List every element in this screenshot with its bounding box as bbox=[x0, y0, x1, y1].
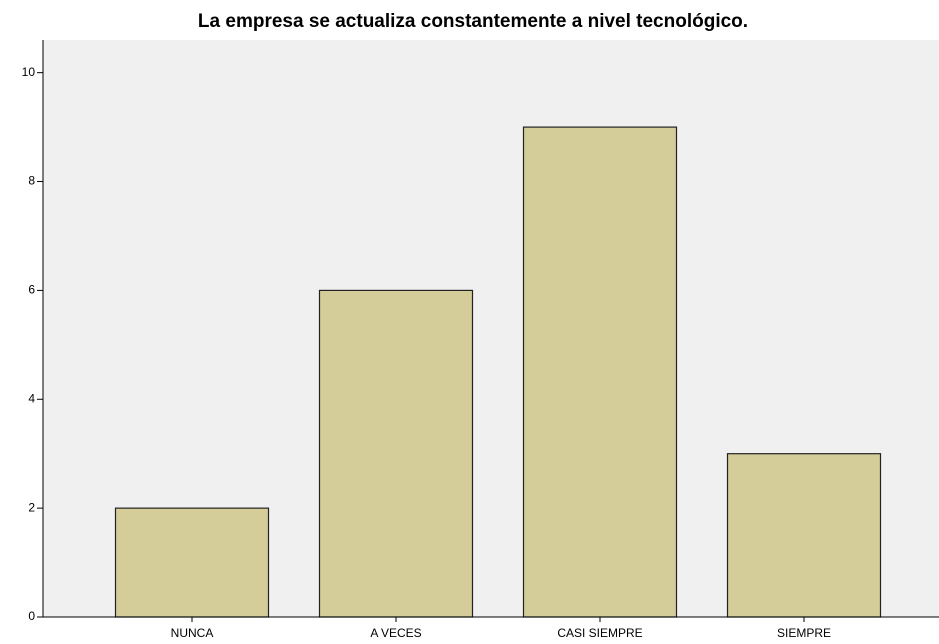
bar bbox=[522, 126, 678, 618]
x-tick-label: A VECES bbox=[370, 626, 421, 640]
y-tick-label: 10 bbox=[22, 65, 36, 79]
bar bbox=[726, 453, 882, 618]
x-tick-label: CASI SIEMPRE bbox=[557, 626, 642, 640]
y-tick-label: 4 bbox=[28, 391, 35, 405]
bar bbox=[114, 507, 270, 618]
y-tick-label: 0 bbox=[28, 609, 35, 623]
y-tick-label: 8 bbox=[28, 174, 35, 188]
chart-title: La empresa se actualiza constantemente a… bbox=[198, 11, 748, 32]
y-tick-label: 6 bbox=[28, 283, 35, 297]
x-tick-label: SIEMPRE bbox=[777, 626, 831, 640]
x-tick-label: NUNCA bbox=[171, 626, 214, 640]
bar bbox=[318, 289, 474, 618]
y-tick-label: 2 bbox=[28, 500, 35, 514]
